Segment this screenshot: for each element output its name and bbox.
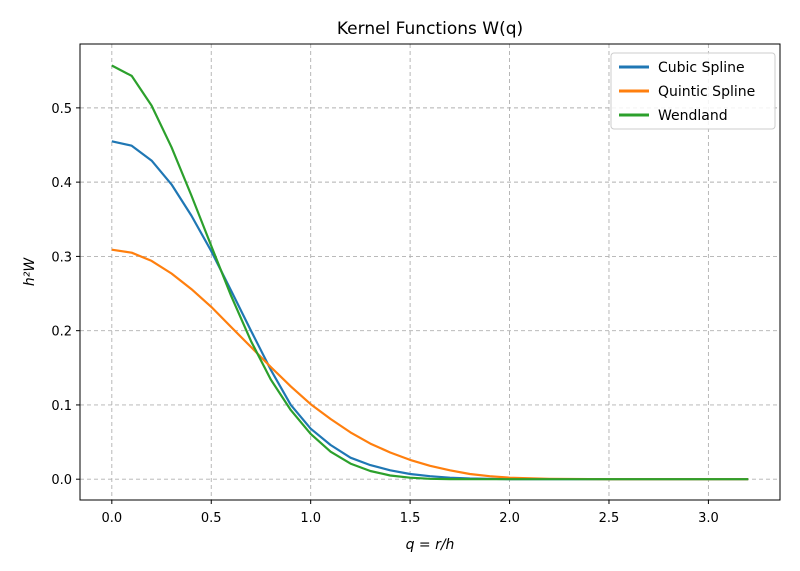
series-line-quintic-spline: [111, 248, 749, 481]
series-line-wendland: [111, 64, 749, 481]
y-axis-label: h²W: [22, 257, 38, 286]
x-axis-ticks: 0.0 0.5 1.0 1.5 2.0 2.5 3.0: [101, 500, 719, 526]
legend-label: Cubic Spline: [658, 60, 745, 76]
legend-label: Quintic Spline: [658, 84, 755, 100]
plot-frame: [79, 43, 781, 501]
x-tick-label: 0.5: [201, 511, 222, 526]
x-axis-label: q = r/h: [406, 537, 455, 553]
x-tick-label: 3.0: [698, 511, 719, 526]
y-tick-label: 0.5: [51, 102, 72, 117]
series-lines: [111, 64, 749, 481]
series-line-cubic-spline: [111, 140, 749, 481]
y-tick-label: 0.3: [51, 250, 72, 265]
legend-label: Wendland: [658, 108, 728, 124]
chart-title: Kernel Functions W(q): [337, 19, 523, 39]
x-tick-label: 1.5: [400, 511, 421, 526]
y-tick-label: 0.2: [51, 325, 72, 340]
y-axis-ticks: 0.0 0.1 0.2 0.3 0.4 0.5: [51, 102, 80, 488]
x-tick-label: 2.0: [499, 511, 520, 526]
y-tick-label: 0.0: [51, 473, 72, 488]
legend: Cubic Spline Quintic Spline Wendland: [610, 52, 776, 130]
y-tick-label: 0.4: [51, 176, 72, 191]
legend-box: [610, 52, 776, 130]
x-tick-label: 0.0: [101, 511, 122, 526]
y-tick-label: 0.1: [51, 399, 72, 414]
x-tick-label: 1.0: [300, 511, 321, 526]
x-tick-label: 2.5: [599, 511, 620, 526]
